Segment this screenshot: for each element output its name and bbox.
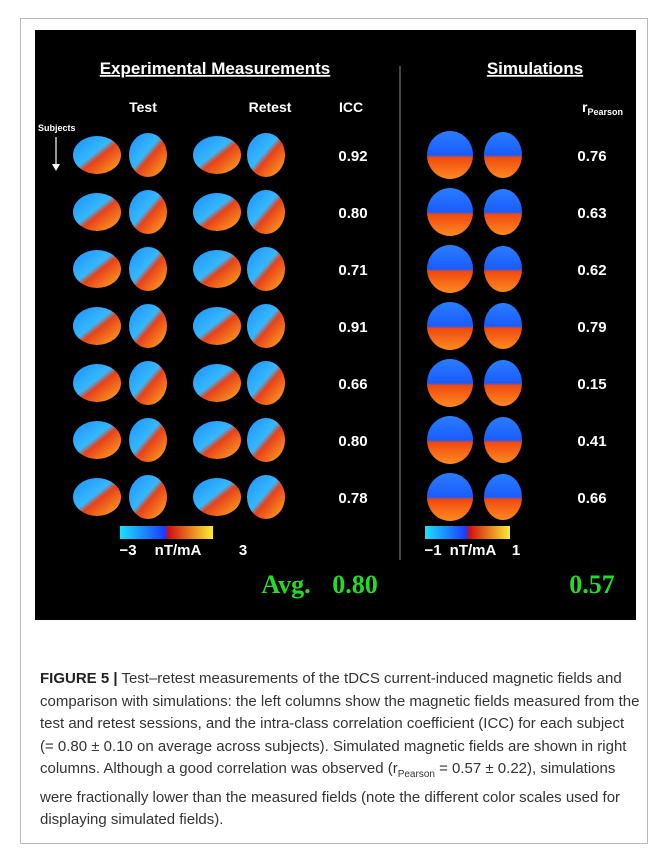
caption: FIGURE 5 | Test–retest measurements of t… (40, 668, 642, 832)
r-value: 0.66 (577, 490, 606, 507)
column-label: ICC (339, 99, 363, 115)
avg-label: Avg. (261, 570, 310, 599)
colorbar (425, 526, 510, 539)
brain-map (427, 302, 473, 350)
brain-map (73, 364, 121, 402)
brain-map (427, 473, 473, 521)
brain-map (247, 304, 285, 348)
colorbar-max: 1 (512, 542, 520, 559)
colorbar-min: −3 (119, 542, 136, 559)
brain-map (193, 136, 241, 174)
icc-value: 0.91 (338, 319, 367, 336)
brain-map (427, 416, 473, 464)
r-value: 0.15 (577, 376, 606, 393)
brain-map (73, 421, 121, 459)
brain-map (484, 246, 522, 292)
brain-map (484, 303, 522, 349)
colorbar-max: 3 (239, 542, 247, 559)
icc-value: 0.71 (338, 262, 367, 279)
brain-map (247, 190, 285, 234)
column-label: Test (129, 99, 157, 115)
r-value: 0.76 (577, 148, 606, 165)
brain-map (193, 364, 241, 402)
colorbar (120, 526, 213, 539)
heading: Experimental Measurements (100, 59, 331, 78)
icc-value: 0.80 (338, 205, 367, 222)
brain-map (129, 190, 167, 234)
brain-map (484, 189, 522, 235)
brain-map (484, 360, 522, 406)
colorbar-unit: nT/mA (450, 542, 497, 559)
r-value: 0.79 (577, 319, 606, 336)
brain-map (427, 188, 473, 236)
brain-map (427, 359, 473, 407)
brain-map (247, 133, 285, 177)
brain-map (73, 136, 121, 174)
brain-map (73, 478, 121, 516)
icc-value: 0.80 (338, 433, 367, 450)
colorbar-unit: nT/mA (155, 542, 202, 559)
avg-icc: 0.80 (332, 570, 378, 599)
brain-map (247, 361, 285, 405)
brain-map (247, 475, 285, 519)
brain-map (427, 131, 473, 179)
page: Experimental Measurements Simulations Te… (0, 0, 670, 862)
brain-map (129, 475, 167, 519)
icc-value: 0.78 (338, 490, 367, 507)
brain-map (129, 247, 167, 291)
brain-map (193, 250, 241, 288)
figure-panel: Experimental Measurements Simulations Te… (0, 0, 670, 640)
icc-value: 0.66 (338, 376, 367, 393)
brain-map (129, 361, 167, 405)
brain-map (484, 474, 522, 520)
brain-map (193, 307, 241, 345)
brain-map (427, 245, 473, 293)
brain-map (484, 132, 522, 178)
brain-map (193, 421, 241, 459)
subjects-label: Subjects (38, 123, 76, 133)
brain-map (129, 133, 167, 177)
caption-label: FIGURE 5 | (40, 670, 118, 687)
caption-subscript: Pearson (398, 769, 435, 780)
brain-map (73, 307, 121, 345)
column-label: Retest (249, 99, 292, 115)
brain-map (193, 193, 241, 231)
heading: Simulations (487, 59, 583, 78)
brain-map (247, 247, 285, 291)
brain-map (193, 478, 241, 516)
avg-r: 0.57 (569, 570, 615, 599)
r-value: 0.41 (577, 433, 606, 450)
brain-map (129, 304, 167, 348)
brain-map (73, 250, 121, 288)
brain-map (73, 193, 121, 231)
r-subscript: Pearson (587, 107, 623, 117)
brain-map (129, 418, 167, 462)
brain-map (247, 418, 285, 462)
r-value: 0.62 (577, 262, 606, 279)
r-value: 0.63 (577, 205, 606, 222)
icc-value: 0.92 (338, 148, 367, 165)
brain-map (484, 417, 522, 463)
colorbar-min: −1 (424, 542, 441, 559)
